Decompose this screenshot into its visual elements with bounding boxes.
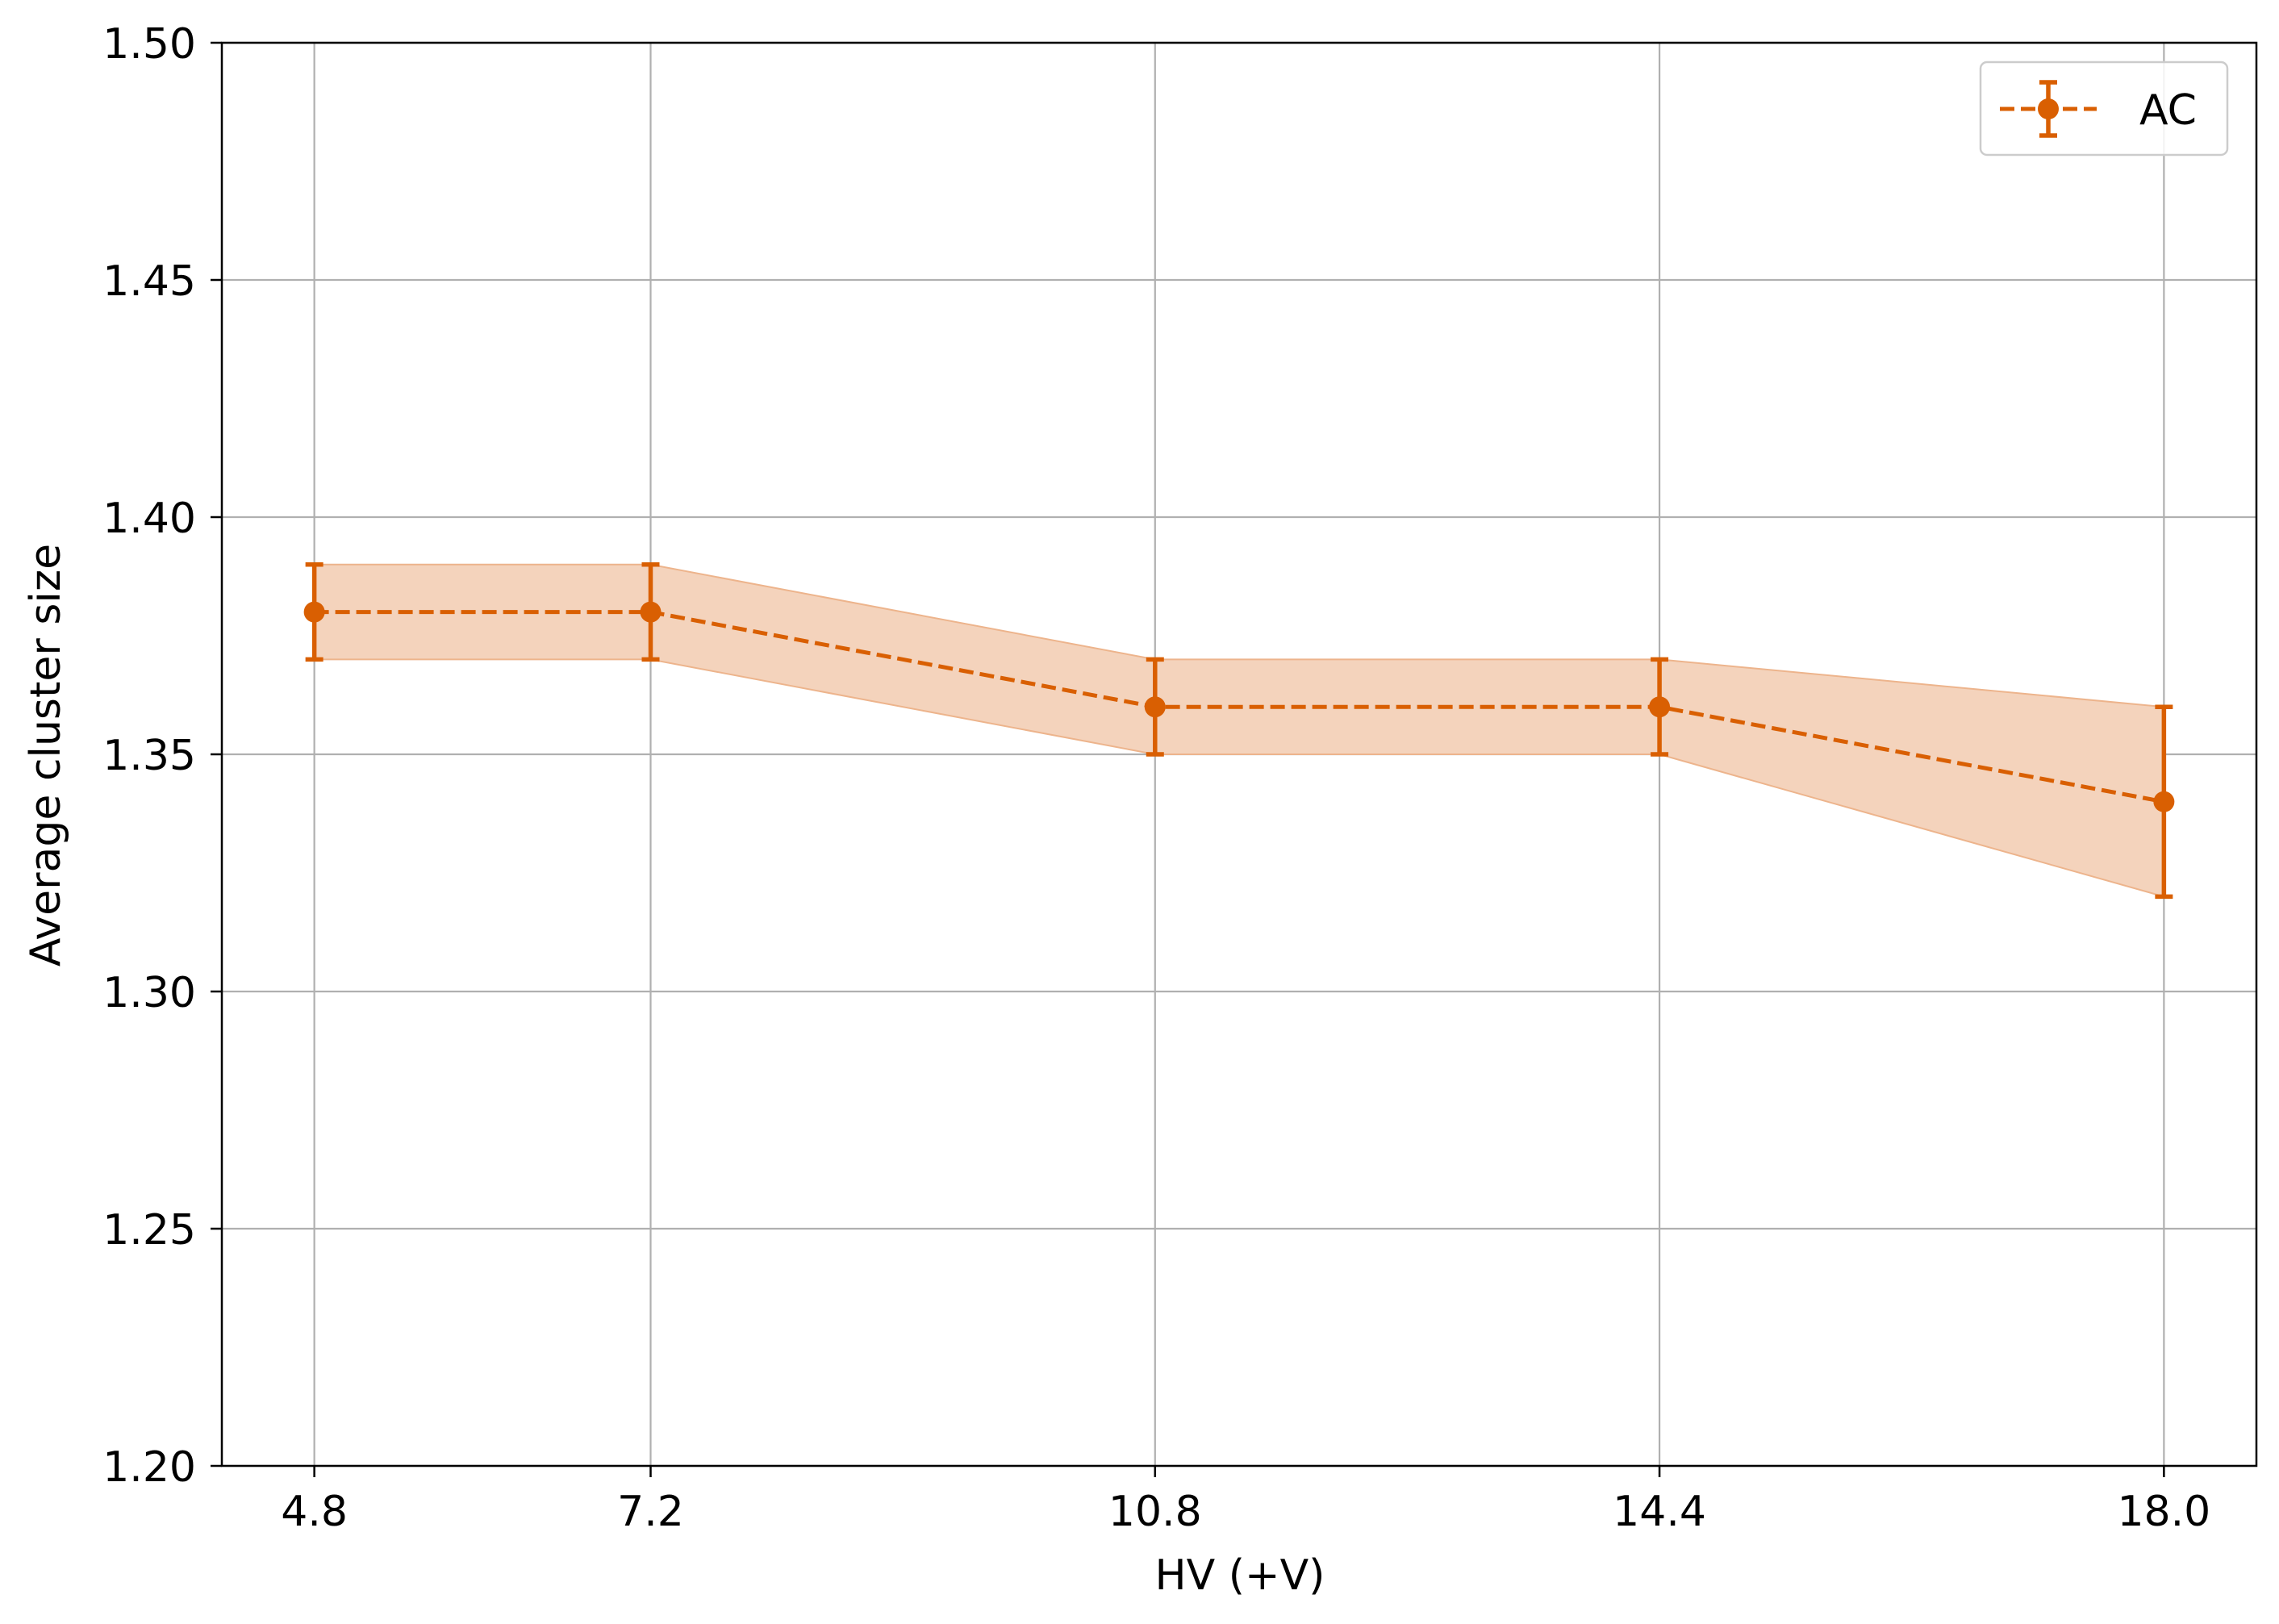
y-tick-label: 1.50 [102, 20, 196, 69]
x-tick-label: 10.8 [1108, 1488, 1202, 1536]
data-point [1649, 696, 1671, 718]
x-tick-label: 18.0 [2117, 1488, 2210, 1536]
y-tick-label: 1.20 [102, 1443, 196, 1492]
legend-box [1979, 61, 2229, 157]
x-tick-label: 4.8 [281, 1488, 348, 1536]
y-tick-label: 1.35 [102, 732, 196, 780]
axes [211, 41, 2258, 1477]
data-point [2153, 791, 2175, 812]
y-tick-label: 1.45 [102, 257, 196, 306]
data-point [303, 601, 325, 623]
x-tick-label: 7.2 [617, 1488, 684, 1536]
series-layer [303, 562, 2175, 900]
y-tick-label: 1.30 [102, 969, 196, 1017]
data-point [640, 601, 662, 623]
legend-label-ac: AC [2139, 86, 2197, 135]
tick-labels: 4.8 7.2 10.8 14.4 18.0 1.20 1.25 1.30 1.35 1.40 1.… [102, 20, 2210, 1536]
x-axis-label: HV (+V) [1155, 1551, 1325, 1600]
legend-marker [2038, 98, 2059, 119]
x-tick-label: 14.4 [1613, 1488, 1706, 1536]
data-point [1144, 696, 1166, 718]
y-axis-label: Average cluster size [22, 544, 70, 966]
y-tick-label: 1.40 [102, 495, 196, 543]
legend: AC [1979, 61, 2229, 157]
y-tick-label: 1.25 [102, 1206, 196, 1255]
